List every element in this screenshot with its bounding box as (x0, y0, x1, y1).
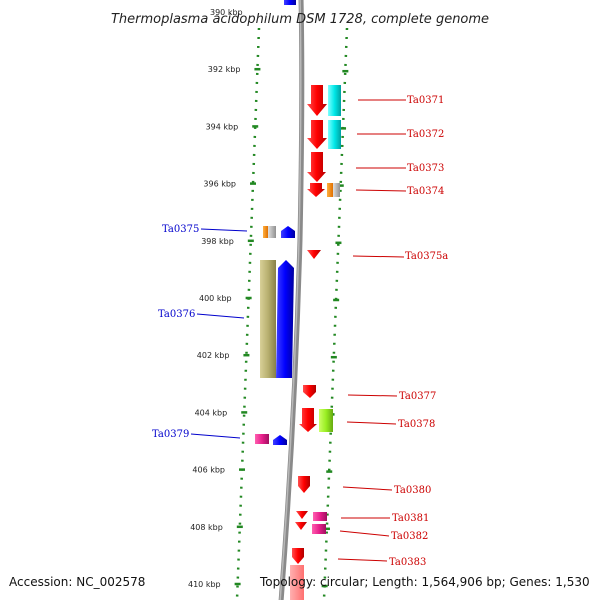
gene-label-ta0376[interactable]: Ta0376 (158, 309, 195, 320)
kbp-tick-label: 396 kbp (203, 180, 236, 189)
gene-label-ta0382[interactable]: Ta0382 (391, 531, 428, 542)
gene-label-ta0383[interactable]: Ta0383 (389, 557, 426, 568)
kbp-tick-label: 400 kbp (199, 294, 232, 303)
feature-ta0382-magenta[interactable] (312, 524, 326, 534)
gene-arrow-ta0383[interactable] (292, 548, 304, 564)
feature-ta0379-magenta[interactable] (255, 434, 269, 444)
map-title: Thermoplasma acidophilum DSM 1728, compl… (111, 12, 489, 27)
leader-ta0376 (196, 313, 245, 319)
feature-ta0381-magenta[interactable] (313, 512, 327, 521)
feature-ta0378-lime[interactable] (319, 409, 333, 432)
gene-label-ta0378[interactable]: Ta0378 (398, 419, 435, 430)
accession-text: Accession: NC_002578 (9, 575, 145, 589)
leader-ta0383 (337, 558, 388, 562)
leader-ta0382 (339, 530, 390, 537)
gene-label-ta0375a[interactable]: Ta0375a (405, 251, 448, 262)
gene-label-ta0380[interactable]: Ta0380 (394, 485, 431, 496)
gene-arrow-ta0377[interactable] (303, 385, 316, 398)
gene-arrow-ta0372[interactable] (307, 120, 327, 149)
kbp-tick-label: 394 kbp (206, 122, 239, 131)
gene-label-ta0372[interactable]: Ta0372 (407, 129, 444, 140)
leader-ta0377 (347, 394, 398, 397)
ruler-right-dotted (322, 27, 349, 600)
gene-arrow-ta0379[interactable] (273, 435, 287, 445)
kbp-tick-label: 398 kbp (201, 237, 234, 246)
gene-partial-bottom[interactable] (290, 565, 304, 600)
gene-arrow-ta0381[interactable] (296, 511, 308, 519)
gene-label-ta0381[interactable]: Ta0381 (392, 513, 429, 524)
kbp-tick-label: 390 kbp (210, 8, 243, 17)
gene-label-ta0377[interactable]: Ta0377 (399, 391, 436, 402)
kbp-tick-label: 404 kbp (195, 408, 228, 417)
genome-backbone (278, 0, 305, 600)
gene-arrow-ta0378[interactable] (299, 408, 317, 432)
gene-label-ta0374[interactable]: Ta0374 (407, 186, 444, 197)
kbp-tick-label: 392 kbp (208, 65, 241, 74)
kbp-tick-label: 406 kbp (192, 466, 225, 475)
gene-arrow-ta0376[interactable] (276, 260, 294, 378)
gene-label-ta0373[interactable]: Ta0373 (407, 163, 444, 174)
trna-ta0371-companion[interactable] (328, 85, 341, 116)
kbp-tick-label: 408 kbp (190, 523, 223, 532)
gene-label-ta0379[interactable]: Ta0379 (152, 429, 189, 440)
topology-text: Topology: circular; Length: 1,564,906 bp… (259, 575, 590, 589)
kbp-tick-label: 410 kbp (188, 580, 221, 589)
gene-arrow-ta0373[interactable] (307, 152, 326, 182)
gene-label-ta0375[interactable]: Ta0375 (162, 224, 199, 235)
gene-partial-top (284, 0, 296, 5)
leader-lines (190, 99, 407, 562)
gene-arrow-ta0371[interactable] (307, 85, 327, 116)
gene-arrow-ta0374[interactable] (307, 183, 325, 197)
leader-ta0375 (200, 228, 248, 232)
leader-ta0380 (342, 486, 393, 491)
ruler-left-dotted (235, 27, 261, 600)
leader-ta0379 (190, 433, 241, 439)
feature-ta0375-grey[interactable] (268, 226, 276, 238)
leader-ta0378 (346, 421, 397, 425)
leader-ta0374 (355, 189, 407, 192)
feature-ta0374-orange[interactable] (327, 183, 333, 197)
kbp-tick-label: 402 kbp (197, 351, 230, 360)
genome-backbone-highlight (279, 0, 302, 600)
gene-arrow-ta0375[interactable] (281, 226, 295, 238)
feature-ta0376-olive[interactable] (260, 260, 276, 378)
leader-ta0375a (352, 255, 405, 258)
gene-arrow-ta0380[interactable] (298, 476, 310, 493)
feature-ta0375-orange[interactable] (263, 226, 268, 238)
trna-ta0372-companion[interactable] (328, 120, 341, 149)
gene-arrow-ta0382[interactable] (295, 522, 307, 530)
gene-arrow-ta0375a[interactable] (307, 250, 321, 259)
feature-ta0374-grey[interactable] (333, 183, 340, 197)
gene-label-ta0371[interactable]: Ta0371 (407, 95, 444, 106)
